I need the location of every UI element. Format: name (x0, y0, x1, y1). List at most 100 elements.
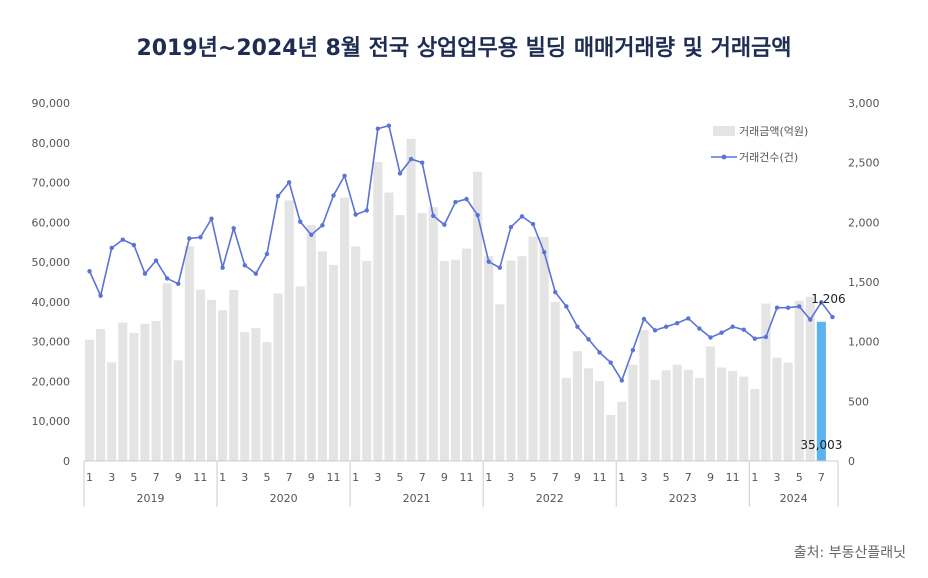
count-point (475, 212, 480, 218)
x-tick-label: 11 (326, 471, 340, 484)
count-point (275, 193, 281, 199)
x-tick-label: 3 (507, 471, 514, 484)
amount-bar (262, 342, 272, 461)
count-point (209, 216, 214, 221)
amount-bar (717, 367, 727, 461)
amount-bar (728, 371, 738, 461)
count-point (586, 337, 591, 342)
count-point (597, 350, 602, 355)
x-tick-label: 3 (774, 471, 781, 484)
y-left-tick-label: 80,000 (32, 137, 71, 150)
amount-bar (606, 414, 616, 461)
legend-line-label: 거래건수(건) (739, 151, 798, 164)
amount-bar (140, 323, 150, 461)
amount-bar (739, 376, 749, 461)
year-label: 2024 (780, 492, 808, 505)
amount-bar (295, 286, 305, 461)
amount-bar (595, 381, 605, 461)
amount-bar (750, 389, 760, 461)
count-point (342, 173, 347, 178)
count-point (431, 213, 436, 218)
count-point (375, 126, 381, 131)
amount-bar (428, 207, 438, 461)
x-tick-label: 5 (130, 471, 137, 484)
amount-bar (439, 260, 449, 461)
x-tick-label: 11 (726, 471, 740, 484)
amount-bar (173, 360, 183, 461)
y-right-tick-label: 1,500 (848, 276, 880, 289)
amount-bar-highlight (816, 321, 826, 461)
x-tick-label: 7 (818, 471, 825, 484)
amount-bar (195, 289, 205, 461)
count-point (286, 180, 292, 185)
count-point (508, 224, 514, 230)
amount-bar (340, 197, 350, 462)
amount-bar (617, 401, 627, 461)
x-tick-label: 7 (286, 471, 293, 484)
y-right-tick-label: 1,000 (848, 336, 880, 349)
x-tick-label: 5 (663, 471, 670, 484)
x-tick-label: 1 (618, 471, 625, 484)
amount-bar (683, 369, 693, 461)
count-point (198, 235, 203, 240)
count-point (564, 304, 569, 309)
count-point (397, 171, 403, 176)
count-point (752, 336, 758, 341)
count-point (98, 293, 103, 298)
amount-bar (85, 339, 95, 461)
amount-bar (761, 303, 771, 461)
amount-bar (561, 377, 571, 461)
source-note: 출처: 부동산플래닛 (793, 545, 906, 561)
x-tick-label: 5 (263, 471, 270, 484)
x-tick-label: 7 (419, 471, 426, 484)
y-left-tick-label: 10,000 (32, 415, 71, 428)
amount-bar (794, 300, 804, 461)
x-tick-label: 5 (530, 471, 537, 484)
count-point (253, 271, 259, 276)
count-point (176, 281, 181, 286)
count-point (819, 300, 824, 305)
count-point (719, 330, 724, 335)
count-point (131, 242, 137, 248)
count-point (320, 223, 325, 228)
left-axis: 0 10,000 20,000 30,000 40,000 50,000 60,000 70,… (32, 97, 71, 468)
amount-bar (462, 248, 472, 461)
x-tick-label: 7 (153, 471, 160, 484)
amount-bar (362, 260, 372, 461)
count-point (87, 269, 92, 274)
amount-bar (572, 351, 582, 461)
x-tick-label: 9 (707, 471, 714, 484)
count-point (530, 221, 536, 227)
amount-bar (384, 192, 394, 461)
x-tick-label: 3 (640, 471, 647, 484)
x-tick-label: 3 (108, 471, 115, 484)
count-point (120, 237, 126, 242)
x-tick-label: 11 (593, 471, 607, 484)
count-point (453, 199, 458, 205)
legend-bar-label: 거래금액(억원) (739, 125, 808, 138)
count-point (353, 212, 358, 217)
amount-bar (805, 296, 815, 461)
amount-bar (284, 200, 294, 461)
amount-bars (85, 138, 826, 462)
x-tick-label: 1 (86, 471, 93, 484)
y-left-tick-label: 70,000 (32, 177, 71, 190)
count-point (708, 335, 713, 340)
count-point (541, 249, 547, 255)
amount-bar (162, 283, 172, 461)
count-point (730, 324, 735, 329)
x-tick-label: 1 (485, 471, 492, 484)
count-point (774, 305, 780, 310)
count-point (442, 222, 447, 227)
count-line-path (88, 124, 834, 383)
y-left-tick-label: 60,000 (32, 216, 71, 229)
amount-bar (118, 322, 128, 461)
amount-bar (495, 304, 505, 461)
count-point (675, 320, 680, 326)
year-label: 2021 (403, 492, 431, 505)
legend-line-marker (721, 154, 727, 160)
count-point (220, 265, 225, 270)
amount-bar (206, 299, 217, 461)
amount-bar (351, 246, 361, 461)
